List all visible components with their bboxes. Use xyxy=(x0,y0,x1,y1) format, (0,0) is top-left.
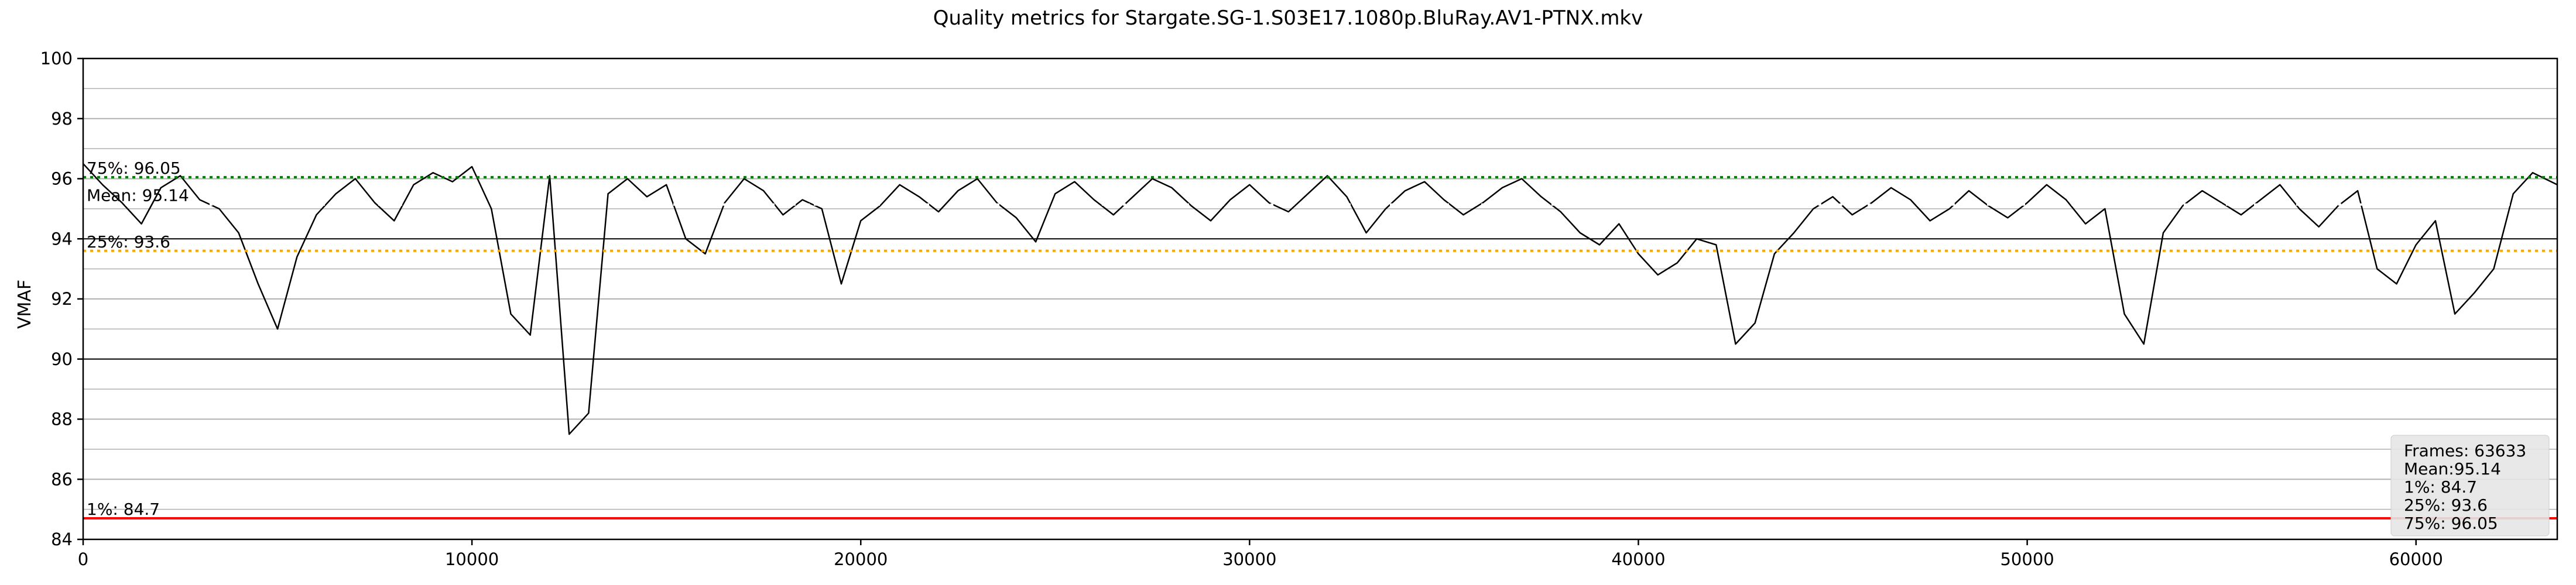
y-tick-label: 90 xyxy=(51,349,73,369)
stats-box-line: 1%: 84.7 xyxy=(2404,477,2477,497)
reference-line-label: 1%: 84.7 xyxy=(87,500,160,519)
y-tick-label: 96 xyxy=(51,169,73,189)
stats-box-line: 25%: 93.6 xyxy=(2404,495,2488,515)
x-tick-label: 30000 xyxy=(1222,549,1276,569)
y-tick-label: 88 xyxy=(51,410,73,429)
y-tick-label: 86 xyxy=(51,469,73,489)
reference-line-label: 75%: 96.05 xyxy=(87,159,181,178)
y-tick-label: 94 xyxy=(51,229,73,249)
x-tick-label: 0 xyxy=(78,549,88,569)
stats-box-line: 75%: 96.05 xyxy=(2404,514,2498,533)
y-tick-label: 84 xyxy=(51,529,73,549)
chart-title: Quality metrics for Stargate.SG-1.S03E17… xyxy=(933,6,1643,30)
stats-box-line: Frames: 63633 xyxy=(2404,441,2526,460)
x-tick-label: 60000 xyxy=(2389,549,2443,569)
y-tick-label: 100 xyxy=(40,49,73,68)
y-axis-label: VMAF xyxy=(15,280,35,329)
stats-box-line: Mean:95.14 xyxy=(2404,459,2501,479)
reference-line-label: Mean: 95.14 xyxy=(87,186,189,205)
x-tick-label: 20000 xyxy=(834,549,888,569)
stats-box xyxy=(2390,435,2550,536)
vmaf-series-line xyxy=(83,163,2558,435)
x-tick-label: 10000 xyxy=(445,549,499,569)
x-tick-label: 40000 xyxy=(1611,549,1665,569)
reference-line-label: 25%: 93.6 xyxy=(87,232,170,252)
y-tick-label: 98 xyxy=(51,109,73,129)
y-tick-label: 92 xyxy=(51,289,73,309)
x-tick-label: 50000 xyxy=(2000,549,2054,569)
